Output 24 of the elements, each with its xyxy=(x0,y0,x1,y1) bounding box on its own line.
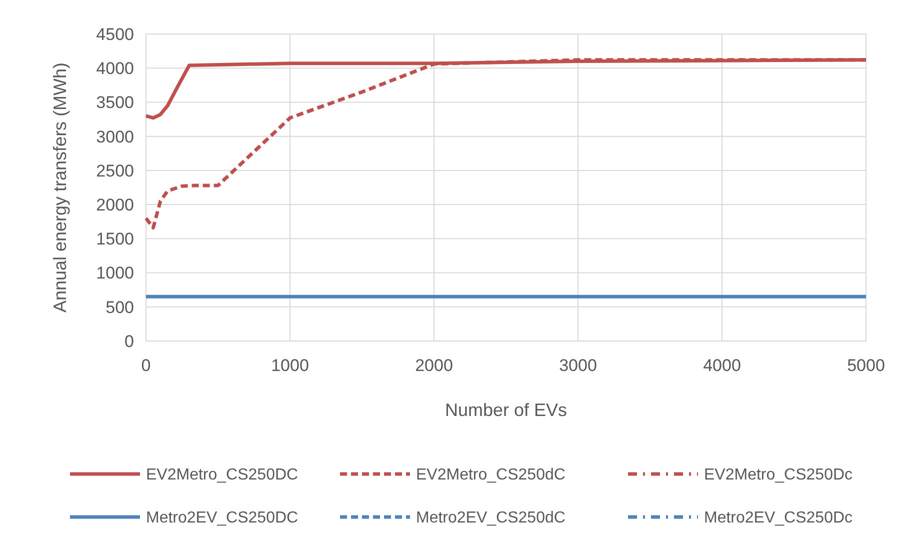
y-tick-label: 4000 xyxy=(96,59,134,78)
y-tick-label: 1000 xyxy=(96,264,134,283)
y-tick-label: 1500 xyxy=(96,230,134,249)
legend-label: Metro2EV_CS250DC xyxy=(146,510,298,527)
x-axis-title: Number of EVs xyxy=(444,400,568,420)
y-tick-label: 3000 xyxy=(96,127,134,146)
y-tick-label: 4500 xyxy=(96,24,134,44)
y-tick-label: 3500 xyxy=(96,93,134,112)
legend-label: Metro2EV_CS250Dc xyxy=(704,510,853,527)
y-tick-label: 2500 xyxy=(96,161,134,180)
y-tick-label: 500 xyxy=(106,298,134,317)
legend-label: EV2Metro_CS250dC xyxy=(416,466,566,484)
x-tick-label: 0 xyxy=(141,356,151,375)
y-tick-label: 2000 xyxy=(96,196,134,215)
x-tick-label: 3000 xyxy=(559,356,597,375)
x-tick-label: 5000 xyxy=(847,356,885,375)
x-tick-label: 1000 xyxy=(271,356,309,375)
x-tick-label: 2000 xyxy=(415,356,453,375)
legend-label: EV2Metro_CS250Dc xyxy=(704,466,853,484)
legend-label: Metro2EV_CS250dC xyxy=(416,510,566,527)
y-tick-label: 0 xyxy=(124,332,134,351)
x-tick-label: 4000 xyxy=(703,356,741,375)
y-axis-title: Annual energy transfers (MWh) xyxy=(50,62,70,313)
legend-label: EV2Metro_CS250DC xyxy=(146,466,298,484)
